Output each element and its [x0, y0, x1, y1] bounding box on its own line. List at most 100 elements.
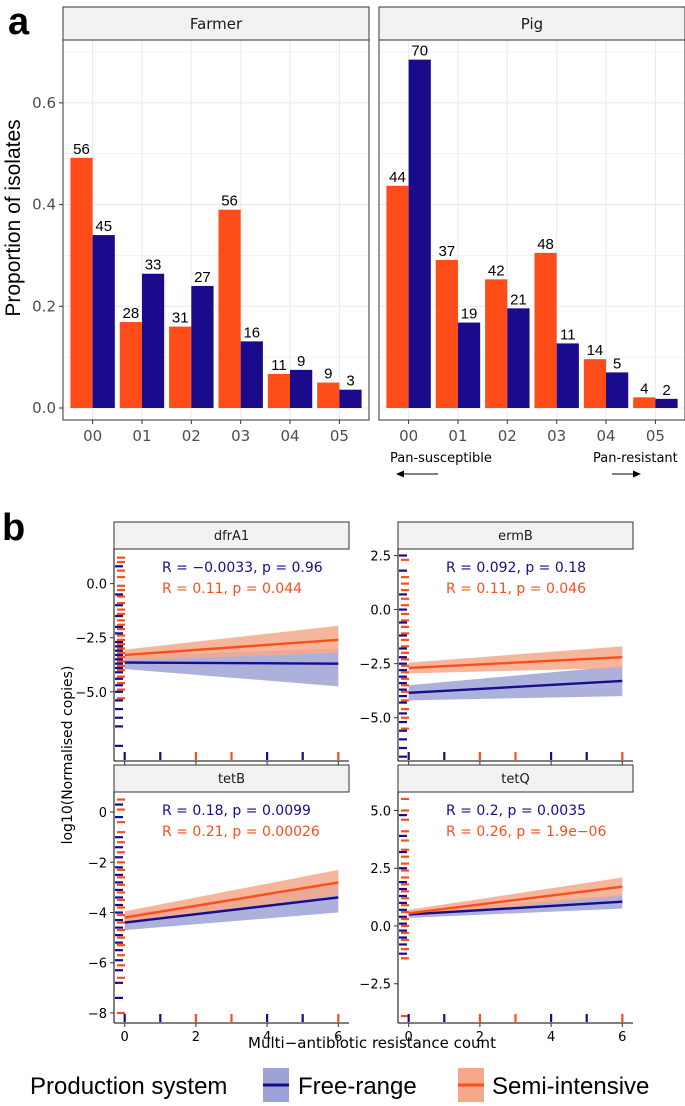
bar-label: 11	[560, 326, 576, 343]
bar-label: 28	[123, 305, 140, 322]
bar-label: 45	[95, 218, 112, 235]
facet-strip-label: tetB	[218, 772, 245, 787]
y-tick-label: 0	[99, 806, 107, 821]
y-tick-label: −2.5	[75, 632, 107, 647]
stat-annotation-semi-intensive: R = 0.11, p = 0.044	[162, 581, 302, 597]
fit-line-free-range	[408, 679, 623, 695]
panel-b-xlabel: Multi−antibiotic resistance count	[248, 1034, 496, 1052]
bar-semi-intensive-05	[633, 397, 656, 408]
y-tick-label: 0.4	[32, 196, 56, 214]
y-tick-label: −2.5	[359, 978, 391, 993]
x-tick-label: 05	[330, 427, 349, 445]
stat-annotation-free-range: R = 0.18, p = 0.0099	[162, 803, 311, 819]
facet-strip	[397, 521, 634, 550]
facet-strip	[113, 521, 350, 550]
stat-annotation-free-range: R = −0.0033, p = 0.96	[162, 560, 323, 576]
x-tick-label: 01	[132, 427, 151, 445]
y-tick-label: 0.0	[86, 578, 107, 593]
ci-band-semi-intensive	[408, 646, 623, 674]
x-tick-label: 02	[182, 427, 201, 445]
stat-annotation-free-range: R = 0.2, p = 0.0035	[446, 803, 586, 819]
x-tick-label: 6	[618, 1030, 626, 1045]
bar-label: 56	[221, 193, 238, 210]
x-tick-label: 6	[334, 1030, 342, 1045]
facet-strip	[113, 764, 350, 793]
bar-semi-intensive-03	[218, 209, 241, 408]
bar-label: 42	[488, 262, 505, 279]
bar-free-range-02	[507, 308, 530, 408]
panel-b-ylabel: log10(Normalised copies)	[60, 666, 76, 845]
panel-a-ylabel: Proportion of isolates	[2, 119, 25, 316]
arrow-right-head	[633, 470, 641, 478]
bar-free-range-02	[191, 285, 214, 408]
fit-line-semi-intensive	[124, 638, 339, 657]
bar-label: 21	[510, 291, 527, 308]
x-tick-label: 04	[280, 427, 299, 445]
bar-label: 48	[537, 236, 554, 253]
x-tick-label: 4	[547, 1030, 555, 1045]
facet-strip	[62, 6, 370, 41]
facet-strip-label: tetQ	[501, 772, 529, 787]
bar-free-range-00	[408, 59, 431, 408]
x-tick-label: 4	[263, 1030, 271, 1045]
bar-semi-intensive-01	[435, 260, 458, 408]
panel-b-label: b	[2, 507, 25, 549]
bar-free-range-01	[457, 322, 481, 408]
facet-ermb: ermB 2.5 0.0 −2.5 −5.0 R = 0.092, p = 0.18 R =…	[359, 521, 634, 765]
fit-line-free-range	[408, 900, 623, 916]
x-tick-label: 04	[596, 427, 615, 445]
facet-tetq: tetQ 5.0 2.5 0.0 −2.5 0 2 4 6 R = 0.2, p = 0.0035…	[359, 764, 634, 1045]
y-tick-label: 2.5	[370, 862, 391, 877]
fit-line-free-range	[124, 896, 339, 924]
bar-free-range-03	[556, 343, 579, 408]
bar-semi-intensive-00	[386, 185, 409, 408]
y-tick-label: −5.0	[75, 686, 107, 701]
y-tick-label: 5.0	[370, 804, 391, 819]
y-tick-label: 0.0	[370, 604, 391, 619]
y-tick-label: −2.5	[359, 658, 391, 673]
bar-semi-intensive-04	[267, 373, 291, 408]
bar-semi-intensive-02	[485, 279, 508, 408]
facet-strip	[378, 6, 685, 41]
bar-label: 4	[640, 380, 648, 397]
stat-annotation-semi-intensive: R = 0.21, p = 0.00026	[162, 824, 320, 840]
x-tick-label: 2	[476, 1030, 484, 1045]
ci-band-semi-intensive	[124, 869, 339, 924]
bar-label: 9	[324, 366, 332, 383]
bar-label: 9	[297, 353, 305, 370]
panel-border	[378, 39, 685, 421]
fit-line-semi-intensive	[124, 881, 339, 919]
bar-semi-intensive-01	[119, 322, 142, 408]
bar-semi-intensive-03	[534, 252, 557, 408]
bar-label: 3	[346, 373, 354, 390]
x-tick-label: 0	[121, 1030, 129, 1045]
legend-title: Production system	[30, 1073, 227, 1100]
bar-label: 14	[587, 342, 604, 359]
bar-label: 5	[613, 355, 621, 372]
bar-label: 44	[389, 169, 406, 186]
y-tick-label: −4	[88, 907, 107, 922]
arrow-left-head	[396, 470, 404, 478]
legend-label-free-range: Free-range	[298, 1073, 417, 1100]
facet-strip	[397, 764, 634, 793]
bar-semi-intensive-05	[317, 382, 340, 408]
facet-strip-label: dfrA1	[214, 529, 249, 544]
bar-free-range-01	[141, 273, 165, 408]
x-tick-label: 03	[231, 427, 250, 445]
bar-label: 19	[461, 306, 478, 323]
legend-label-semi-intensive: Semi-intensive	[492, 1073, 649, 1100]
fit-line-semi-intensive	[408, 655, 623, 670]
fit-line-free-range	[124, 661, 339, 665]
bar-free-range-04	[606, 372, 629, 408]
bar-free-range-04	[290, 369, 313, 408]
annotation-pan-susceptible: Pan-susceptible	[390, 451, 492, 466]
panel-a-label: a	[8, 1, 30, 43]
ci-band-free-range	[408, 665, 623, 701]
bar-label: 37	[439, 243, 456, 260]
x-tick-label: 05	[646, 427, 665, 445]
bar-label: 27	[194, 269, 211, 286]
x-tick-label: 01	[448, 427, 467, 445]
bar-semi-intensive-02	[169, 326, 192, 408]
